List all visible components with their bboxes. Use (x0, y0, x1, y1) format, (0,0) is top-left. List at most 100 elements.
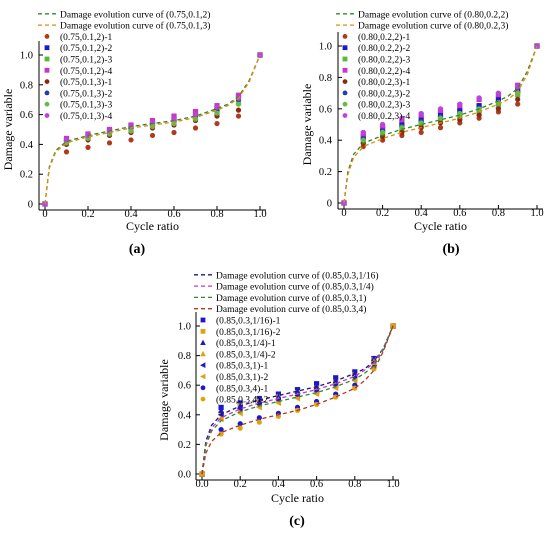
legend-marker-swatch (200, 373, 206, 380)
y-axis-label: Damage variable (157, 359, 171, 441)
data-point (294, 395, 301, 402)
y-tick-label: 0 (28, 200, 33, 211)
data-point (437, 125, 444, 131)
data-point (476, 95, 482, 101)
data-point (495, 96, 501, 102)
legend-series-label: (0.85,0.3,1/16)-1 (216, 316, 281, 327)
legend-marker-swatch (44, 45, 50, 51)
legend-marker-swatch (342, 34, 348, 39)
legend-marker-swatch (200, 328, 206, 334)
legend-marker-swatch (44, 56, 50, 62)
legend-curve-label: Damage evolution curve of (0.85,0.3,1/4) (216, 282, 374, 293)
data-point (399, 115, 405, 121)
data-point (85, 144, 91, 150)
legend-series-label: (0.85,0.3,1)-1 (216, 361, 268, 372)
data-point (418, 120, 424, 126)
y-tick-label: 1.0 (20, 51, 33, 62)
data-point (192, 125, 199, 131)
data-point (256, 419, 262, 425)
y-tick-label: 0.4 (20, 140, 34, 151)
data-point (235, 92, 242, 98)
panel-label: (a) (129, 242, 146, 257)
y-tick-label: 0.4 (319, 136, 333, 147)
data-point (218, 427, 224, 433)
data-point (218, 431, 224, 437)
data-point (476, 103, 482, 109)
data-point (235, 101, 242, 107)
x-tick-label: 0.8 (348, 479, 361, 490)
legend-series-label: (0.80,0.2,2)-1 (358, 32, 410, 43)
legend-series-label: (0.80,0.2,3)-1 (358, 77, 410, 88)
y-tick-label: 1.0 (178, 322, 191, 333)
legend-series-label: (0.80,0.2,3)-3 (358, 100, 410, 111)
y-tick-label: 0.2 (20, 170, 33, 181)
x-tick-label: 0.4 (415, 208, 429, 219)
legend-series-label: (0.80,0.2,2)-3 (358, 55, 410, 66)
x-tick-label: 1.0 (253, 209, 266, 220)
fitted-curve-line (44, 54, 261, 205)
x-tick-label: 1.0 (530, 208, 543, 219)
data-point (192, 109, 199, 115)
legend-series-label: (0.80,0.2,2)-4 (358, 66, 410, 77)
data-point (515, 101, 521, 107)
data-point (418, 110, 424, 117)
panel-label: (c) (289, 514, 305, 529)
data-point (149, 132, 156, 139)
legend-marker-swatch (200, 396, 206, 402)
y-tick-label: 0.2 (319, 167, 332, 178)
legend-marker-swatch (200, 317, 206, 323)
data-point (294, 387, 301, 394)
legend-marker-swatch (342, 67, 348, 73)
legend-series-label: (0.85,0.3,4)-1 (216, 383, 268, 394)
data-point (235, 113, 242, 119)
y-tick-label: 1.0 (319, 42, 332, 53)
data-point (380, 129, 386, 135)
data-point (237, 421, 243, 427)
legend-curve-label: Damage evolution curve of (0.85,0.3,1/16… (216, 270, 379, 281)
fitted-curve-line (343, 45, 538, 204)
legend-series-label: (0.75,0.1,3)-1 (60, 77, 112, 88)
legend-series-label: (0.80,0.2,3)-2 (358, 88, 410, 99)
data-point (515, 96, 521, 102)
legend-series-label: (0.75,0.1,3)-4 (60, 111, 112, 122)
data-point (313, 391, 320, 398)
data-point (495, 90, 501, 96)
y-tick-label: 0 (327, 199, 332, 210)
x-tick-label: 0.4 (272, 479, 286, 490)
legend-marker-swatch (200, 350, 206, 357)
y-tick-label: 0.4 (178, 410, 192, 421)
legend-marker-swatch (200, 362, 206, 368)
legend-curve-label: Damage evolution curve of (0.80,0.2,2) (358, 9, 508, 20)
legend-curve-label: Damage evolution curve of (0.85,0.3,1) (216, 293, 366, 304)
legend-marker-swatch (44, 90, 50, 96)
data-point (218, 407, 225, 413)
legend-series-label: (0.75,0.1,2)-3 (60, 55, 112, 66)
data-point (214, 110, 220, 116)
legend-marker-swatch (44, 113, 50, 118)
x-tick-label: 0 (42, 209, 47, 220)
data-point (457, 107, 463, 113)
fitted-curve-line (201, 325, 394, 475)
data-point (476, 112, 482, 118)
data-point (128, 137, 134, 143)
data-point (418, 129, 424, 135)
y-tick-label: 0.8 (178, 351, 191, 362)
x-tick-label: 0.2 (376, 208, 389, 219)
data-point (399, 129, 405, 135)
legend-series-label: (0.75,0.1,2)-2 (60, 43, 112, 54)
legend-curve-label: Damage evolution curve of (0.75,0.1,3) (60, 21, 210, 32)
fitted-curve-line (44, 54, 261, 205)
x-axis-label: Cycle ratio (271, 491, 324, 505)
legend-marker-swatch (44, 34, 50, 39)
legend-marker-swatch (342, 79, 348, 84)
data-point (106, 140, 113, 146)
panel-label: (b) (442, 242, 459, 257)
data-point (237, 405, 243, 412)
legend-series-label: (0.75,0.1,3)-2 (60, 88, 112, 99)
legend-series-label: (0.80,0.2,3)-4 (358, 111, 410, 122)
legend-series-label: (0.75,0.1,2)-1 (60, 32, 112, 43)
data-point (128, 128, 134, 134)
panel-c-chart: 0.0 0.2 0.4 0.6 0.8 1.0 0.0 0.2 0.4 0.6 0.8 1.0 Cycl… (157, 270, 400, 529)
data-point (235, 107, 242, 113)
